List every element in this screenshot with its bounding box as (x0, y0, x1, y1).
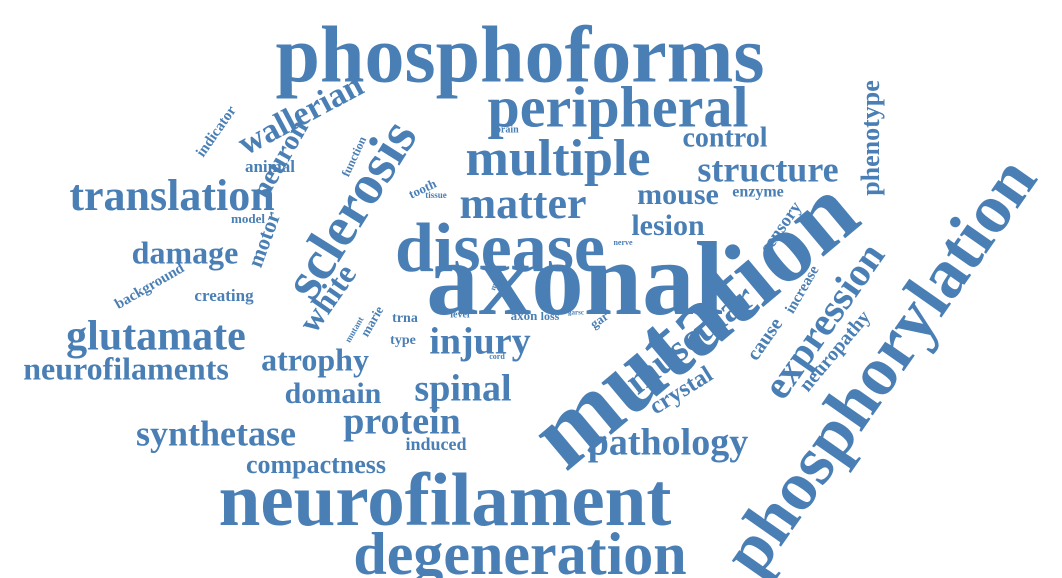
word-cord: cord (489, 352, 505, 361)
word-animal: animal (245, 157, 295, 176)
word-trna: trna (392, 311, 418, 326)
word-creating: creating (194, 286, 254, 305)
word-damage: damage (132, 234, 239, 270)
word-axon: axon (511, 308, 539, 323)
word-spinal: spinal (414, 368, 511, 410)
word-glutamate: glutamate (66, 314, 246, 360)
word-injury: injury (429, 321, 530, 363)
word-control: control (682, 122, 767, 153)
word-level: level (450, 309, 470, 320)
word-protein: protein (343, 401, 461, 443)
word-degeneration: degeneration (353, 521, 686, 578)
word-nerve: nerve (613, 238, 633, 247)
word-induced: induced (405, 434, 466, 454)
word-synthetase: synthetase (136, 413, 296, 453)
word-neurofilaments: neurofilaments (23, 350, 229, 386)
word-peripheral: peripheral (488, 74, 749, 139)
word-neurofilament: neurofilament (219, 459, 672, 542)
word-model: model (231, 211, 265, 226)
word-pathology: pathology (588, 422, 748, 464)
word-compactness: compactness (246, 450, 386, 479)
word-garsc: garsc (568, 309, 584, 317)
word-translation: translation (69, 171, 274, 220)
word-phenotype: phenotype (856, 80, 885, 196)
word-mouse: mouse (637, 178, 719, 211)
word-loss: loss (541, 309, 560, 323)
word-lesion: lesion (631, 209, 705, 242)
word-domain: domain (285, 377, 382, 410)
word-type: type (390, 333, 416, 348)
word-disease: disease (395, 210, 605, 287)
word-tissue: tissue (425, 190, 447, 200)
word-phosphoforms: phosphoforms (275, 11, 764, 99)
word-multiple: multiple (466, 130, 651, 187)
word-enzyme: enzyme (732, 184, 784, 201)
word-structure: structure (697, 149, 838, 189)
word-brain: brain (495, 124, 519, 135)
word-matter: matter (459, 179, 586, 228)
word-atrophy: atrophy (261, 341, 369, 377)
word-axonal: axonal (426, 220, 724, 337)
